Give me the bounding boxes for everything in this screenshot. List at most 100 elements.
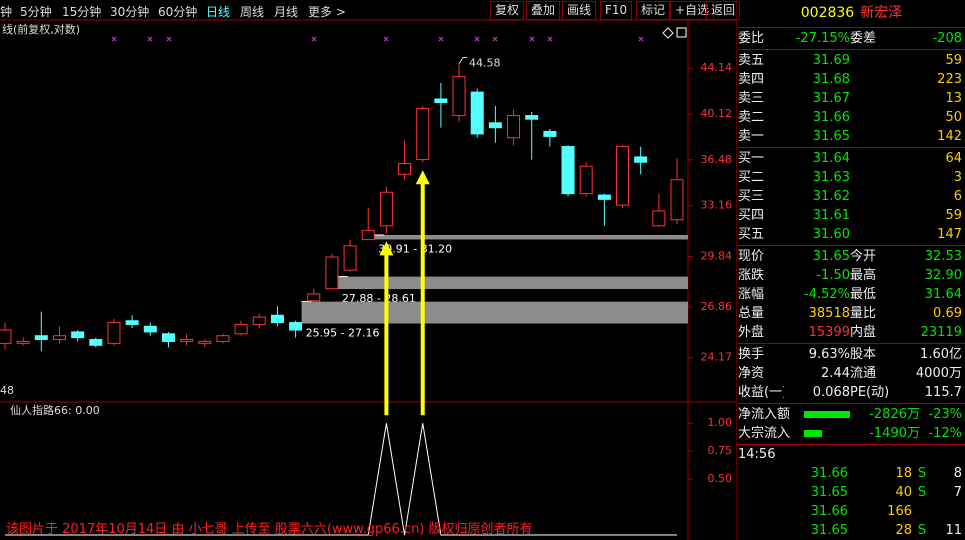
trades-section: 14:56 31.66 18 S 8 31.65 40 S 7 31.66 166 31.65 28 S 1… bbox=[738, 445, 965, 540]
candle-body bbox=[434, 98, 448, 104]
quote-cell: 总量 bbox=[738, 306, 765, 321]
quote-cell: 涨幅 bbox=[738, 287, 765, 302]
quote-cell: 3 bbox=[953, 170, 962, 185]
quote-cell: 1.60亿 bbox=[920, 347, 962, 362]
quote-row: 委比 -27.15% 委差 -208 bbox=[738, 29, 965, 48]
asks-section: 卖五 31.69 59 卖四 31.68 223 卖三 31.67 13 卖二 31.66 50 卖一 3… bbox=[738, 50, 965, 148]
period-tab[interactable]: 5分钟 bbox=[20, 5, 52, 19]
quote-cell: 13 bbox=[945, 91, 962, 106]
quote-cell: 股本 bbox=[850, 347, 877, 362]
quote-cell: -27.15% bbox=[795, 31, 850, 46]
quote-cell: -1.50 bbox=[816, 268, 850, 283]
flow-label: 净流入额 bbox=[738, 407, 791, 422]
candle-body bbox=[89, 339, 103, 346]
candle-body bbox=[16, 340, 30, 344]
quote-row: 买四 31.61 59 bbox=[738, 206, 965, 225]
period-tab[interactable]: 60分钟 bbox=[158, 5, 198, 19]
watermark: 该图片于 2017年10月14日 由 小七哥 上传至 股票六六(www.gp66… bbox=[6, 522, 533, 537]
quote-cell: 31.65 bbox=[812, 249, 850, 264]
quote-cell: 32.53 bbox=[924, 249, 962, 264]
toolbar-button[interactable]: F10 bbox=[600, 1, 633, 20]
quote-cell: 委差 bbox=[850, 31, 877, 46]
candle-body bbox=[416, 107, 430, 161]
quote-cell: 31.65 bbox=[810, 523, 848, 538]
quote-row: 涨幅 -4.52% 最低 31.64 bbox=[738, 285, 965, 304]
candle-body bbox=[579, 165, 593, 195]
toolbar: 钟 5分钟 15分钟 30分钟 60分钟 日线 周线 月线 更多 > 复权 叠加 画线 F10 标记 +自选… bbox=[0, 0, 741, 20]
quote-cell: 2.44 bbox=[821, 366, 850, 381]
quote-cell: 9.63% bbox=[808, 347, 850, 362]
quote-row: 买二 31.63 3 bbox=[738, 168, 965, 187]
y-tick-label: 40.12 bbox=[701, 107, 733, 120]
period-tab[interactable]: 周线 bbox=[240, 5, 265, 19]
toolbar-button[interactable]: 标记 bbox=[636, 1, 671, 20]
quote-cell: 买四 bbox=[738, 208, 765, 223]
quote-cell: 142 bbox=[937, 129, 962, 144]
toolbar-button[interactable]: 画线 bbox=[562, 1, 597, 20]
period-tab[interactable]: 月线 bbox=[274, 5, 299, 19]
quote-row: 外盘 15399 内盘 23119 bbox=[738, 323, 965, 342]
trade-time-row: 14:56 bbox=[738, 445, 965, 464]
period-tab[interactable]: 钟 bbox=[0, 5, 13, 19]
quote-row: 买三 31.62 6 bbox=[738, 187, 965, 206]
indicator-title: 仙人指路66: 0.00 bbox=[10, 403, 100, 417]
markers bbox=[111, 27, 687, 42]
quote-cell: 31.65 bbox=[810, 485, 848, 500]
candle-body bbox=[361, 229, 375, 241]
quote-cell: 4000万 bbox=[915, 366, 962, 381]
gap-band bbox=[337, 276, 688, 290]
quote-cell: 买一 bbox=[738, 151, 765, 166]
quote-cell: 31.60 bbox=[812, 227, 850, 242]
quote-row: 买五 31.60 147 bbox=[738, 225, 965, 244]
quote-row: 31.66 166 bbox=[738, 502, 965, 521]
toolbar-button[interactable]: 叠加 bbox=[526, 1, 561, 20]
quote-cell: 115.7 bbox=[924, 385, 962, 400]
candle-body bbox=[198, 340, 212, 344]
period-tab[interactable]: 15分钟 bbox=[62, 5, 102, 19]
quote-row: 总量 38518 量比 0.69 bbox=[738, 304, 965, 323]
quote-cell: 8 bbox=[953, 466, 962, 481]
quote-cell: 卖一 bbox=[738, 129, 765, 144]
flow-amount: -1490万 bbox=[869, 426, 920, 441]
signal-arrow bbox=[415, 170, 430, 416]
flow-label: 大宗流入 bbox=[738, 426, 791, 441]
flows-section: 净流入额 -2826万 -23% 大宗流入 -1490万 -12% bbox=[738, 404, 965, 445]
candle-body bbox=[470, 91, 484, 135]
quote-cell: 内盘 bbox=[850, 325, 877, 340]
flow-bar-cell bbox=[804, 424, 864, 443]
quote-cell: 31.64 bbox=[924, 287, 962, 302]
flow-pct: -12% bbox=[928, 426, 962, 441]
quote-row: 31.65 40 S 7 bbox=[738, 483, 965, 502]
toolbar-button[interactable]: 复权 bbox=[490, 1, 525, 20]
quote-cell: 11 bbox=[945, 523, 962, 538]
quote-row: 现价 31.65 今开 32.53 bbox=[738, 247, 965, 266]
quote-cell: 买五 bbox=[738, 227, 765, 242]
quote-cell: 买二 bbox=[738, 170, 765, 185]
candle-body bbox=[398, 163, 412, 175]
period-tab[interactable]: 日线 bbox=[206, 5, 231, 19]
candle-body bbox=[71, 331, 85, 339]
y-tick-label: 0.50 bbox=[708, 472, 733, 485]
quote-cell: 223 bbox=[937, 72, 962, 87]
quote-cell: 最低 bbox=[850, 287, 877, 302]
quote-cell: PE(动) bbox=[850, 385, 890, 400]
quote-cell: 31.66 bbox=[812, 110, 850, 125]
period-tab[interactable]: 更多 > bbox=[308, 5, 346, 19]
quote-cell: 31.66 bbox=[810, 466, 848, 481]
candle-body bbox=[0, 329, 12, 344]
toolbar-button[interactable]: +自选 bbox=[670, 1, 715, 20]
quote-cell: 31.67 bbox=[812, 91, 850, 106]
toolbar-button[interactable]: 返回 bbox=[706, 1, 741, 20]
trade-time: 14:56 bbox=[738, 447, 776, 462]
flow-row: 净流入额 -2826万 -23% bbox=[738, 405, 965, 424]
quote-cell: 卖五 bbox=[738, 53, 765, 68]
quote-row: 卖一 31.65 142 bbox=[738, 127, 965, 146]
quote-cell: 15399 bbox=[808, 325, 850, 340]
candle-body bbox=[52, 335, 66, 341]
period-tab[interactable]: 30分钟 bbox=[110, 5, 150, 19]
candle-body bbox=[488, 122, 502, 129]
flow-amount: -2826万 bbox=[869, 407, 920, 422]
ratio-section: 委比 -27.15% 委差 -208 bbox=[738, 28, 965, 50]
candle-body bbox=[34, 335, 48, 341]
